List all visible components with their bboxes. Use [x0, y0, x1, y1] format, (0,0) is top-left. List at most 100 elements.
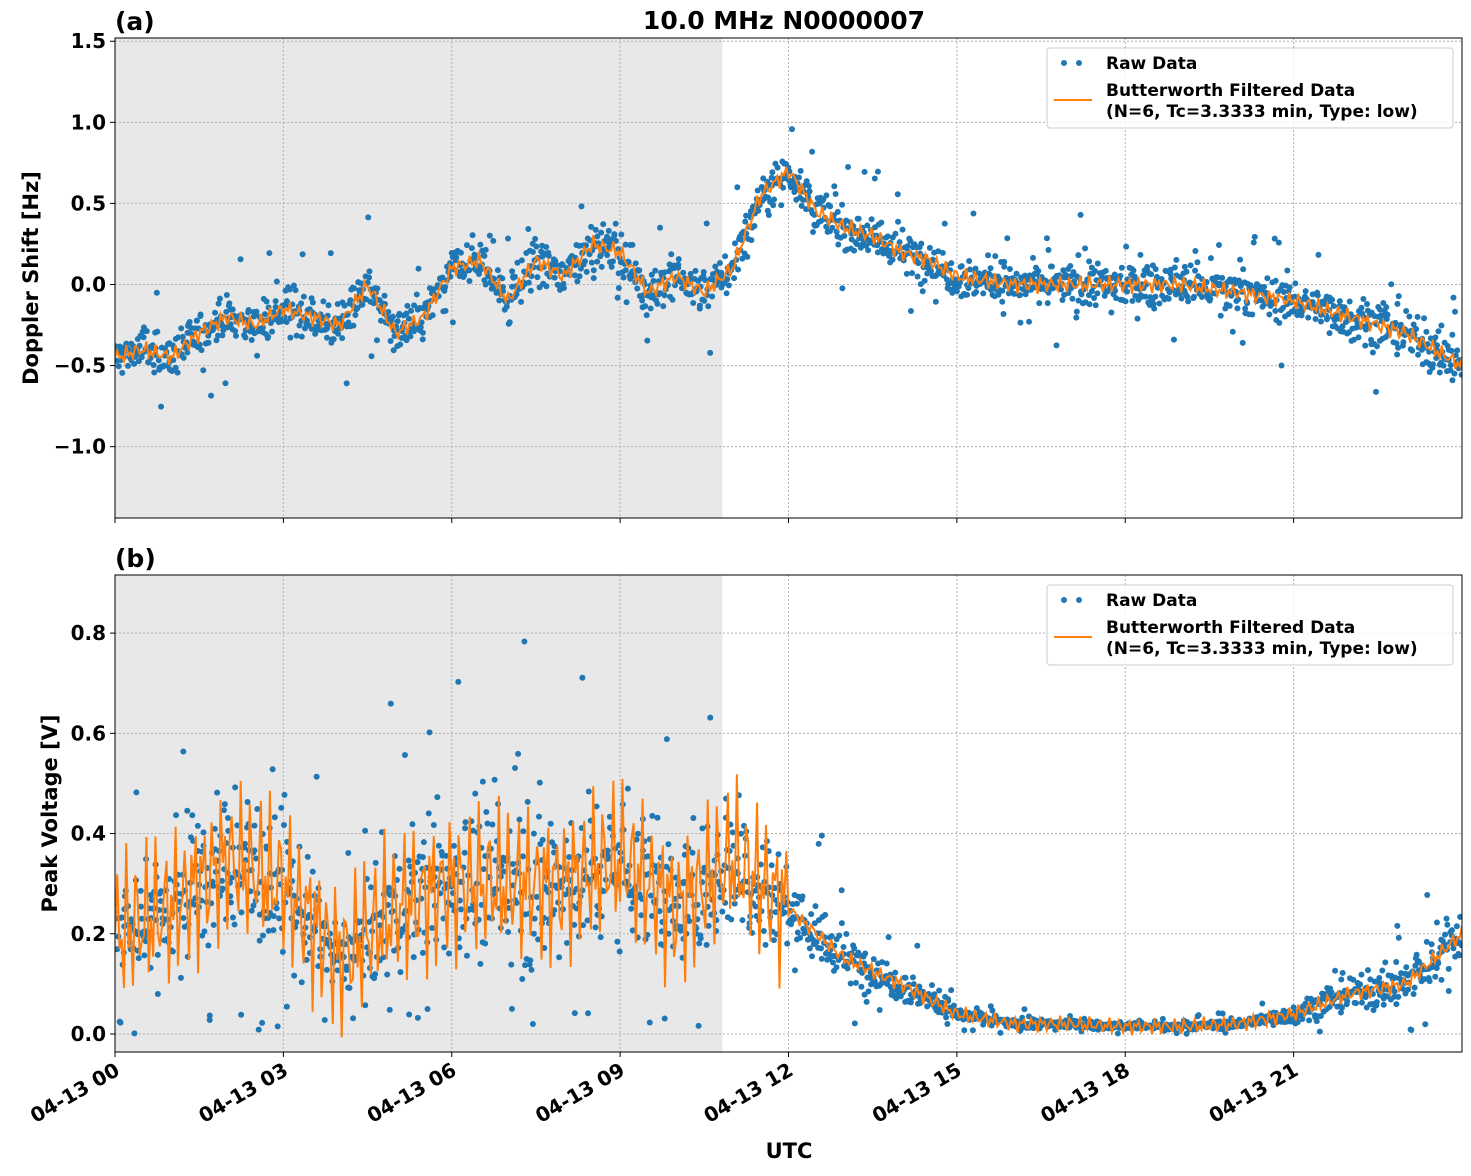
raw-data-point — [545, 252, 552, 259]
raw-data-point — [1411, 984, 1418, 991]
raw-data-point — [529, 248, 536, 255]
raw-data-point — [876, 1006, 883, 1013]
raw-data-point — [461, 272, 468, 279]
raw-data-point — [253, 308, 260, 315]
raw-data-point — [1062, 1017, 1069, 1024]
raw-data-point — [865, 247, 872, 254]
raw-data-point — [808, 911, 815, 918]
raw-data-point — [1457, 913, 1462, 920]
raw-data-point — [663, 863, 670, 870]
raw-data-point — [1364, 301, 1371, 308]
raw-data-point — [212, 309, 219, 316]
raw-data-point — [241, 840, 248, 847]
raw-data-point — [253, 855, 260, 862]
raw-data-point — [481, 252, 488, 259]
raw-data-point — [1356, 981, 1363, 988]
y-tick-label: −0.5 — [54, 354, 106, 378]
raw-data-point — [579, 674, 586, 681]
raw-data-point — [851, 1020, 858, 1027]
raw-data-point — [896, 239, 903, 246]
raw-data-point — [810, 229, 817, 236]
raw-data-point — [774, 164, 781, 171]
raw-data-point — [760, 175, 767, 182]
raw-data-point — [722, 253, 729, 260]
raw-data-point — [931, 991, 938, 998]
raw-data-point — [770, 937, 777, 944]
raw-data-point — [1142, 293, 1149, 300]
raw-data-point — [909, 974, 916, 981]
raw-data-point — [248, 336, 255, 343]
raw-data-point — [639, 297, 646, 304]
raw-data-point — [1192, 248, 1199, 255]
raw-data-point — [1234, 305, 1241, 312]
raw-data-point — [345, 849, 352, 856]
raw-data-point — [868, 216, 875, 223]
legend-raw-label: Raw Data — [1106, 591, 1197, 611]
raw-data-point — [644, 853, 651, 860]
raw-data-point — [1144, 263, 1151, 270]
raw-data-point — [855, 215, 862, 222]
raw-data-point — [1013, 270, 1020, 277]
raw-data-point — [200, 367, 207, 374]
raw-data-point — [605, 227, 612, 234]
raw-data-point — [362, 827, 369, 834]
raw-data-point — [1413, 951, 1420, 958]
raw-data-point — [298, 333, 305, 340]
raw-data-point — [847, 980, 854, 987]
raw-data-point — [1353, 1000, 1360, 1007]
raw-data-point — [1339, 969, 1346, 976]
raw-data-point — [506, 319, 513, 326]
raw-data-point — [368, 353, 375, 360]
raw-data-point — [430, 286, 437, 293]
raw-data-point — [178, 325, 185, 332]
y-axis-label: Doppler Shift [Hz] — [19, 171, 43, 385]
raw-data-point — [352, 311, 359, 318]
raw-data-point — [1129, 297, 1136, 304]
raw-data-point — [781, 909, 788, 916]
raw-data-point — [1317, 318, 1324, 325]
raw-data-point — [343, 963, 350, 970]
raw-data-point — [315, 963, 322, 970]
raw-data-point — [588, 223, 595, 230]
raw-data-point — [131, 1030, 138, 1037]
raw-data-point — [210, 882, 217, 889]
raw-data-point — [844, 965, 851, 972]
legend-raw-marker — [1076, 597, 1082, 603]
raw-data-point — [650, 277, 657, 284]
raw-data-point — [765, 212, 772, 219]
raw-data-point — [274, 1023, 281, 1030]
x-tick-label: 04-13 21 — [1205, 1058, 1303, 1128]
raw-data-point — [614, 294, 621, 301]
raw-data-point — [1414, 313, 1421, 320]
raw-data-point — [220, 807, 227, 814]
legend-filtered-params: (N=6, Tc=3.3333 min, Type: low) — [1106, 102, 1418, 122]
raw-data-point — [292, 287, 299, 294]
raw-data-point — [784, 940, 791, 947]
raw-data-point — [1280, 289, 1287, 296]
raw-data-point — [948, 987, 955, 994]
raw-data-point — [818, 955, 825, 962]
raw-data-point — [457, 249, 464, 256]
raw-data-point — [661, 1015, 668, 1022]
raw-data-point — [180, 915, 187, 922]
raw-data-point — [751, 223, 758, 230]
raw-data-point — [256, 937, 263, 944]
raw-data-point — [480, 866, 487, 873]
raw-data-point — [138, 903, 145, 910]
raw-data-point — [419, 336, 426, 343]
raw-data-point — [385, 884, 392, 891]
raw-data-point — [1207, 255, 1214, 262]
raw-data-point — [1364, 967, 1371, 974]
raw-data-point — [1453, 923, 1460, 930]
raw-data-point — [477, 241, 484, 248]
raw-data-point — [668, 251, 675, 258]
raw-data-point — [718, 269, 725, 276]
raw-data-point — [1370, 1007, 1377, 1014]
raw-data-point — [1251, 233, 1258, 240]
raw-data-point — [661, 292, 668, 299]
raw-data-point — [598, 263, 605, 270]
x-tick-label: 04-13 12 — [699, 1058, 797, 1128]
raw-data-point — [827, 203, 834, 210]
raw-data-point — [477, 960, 484, 967]
legend: Raw Data Butterworth Filtered Data(N=6, T… — [1046, 584, 1454, 666]
